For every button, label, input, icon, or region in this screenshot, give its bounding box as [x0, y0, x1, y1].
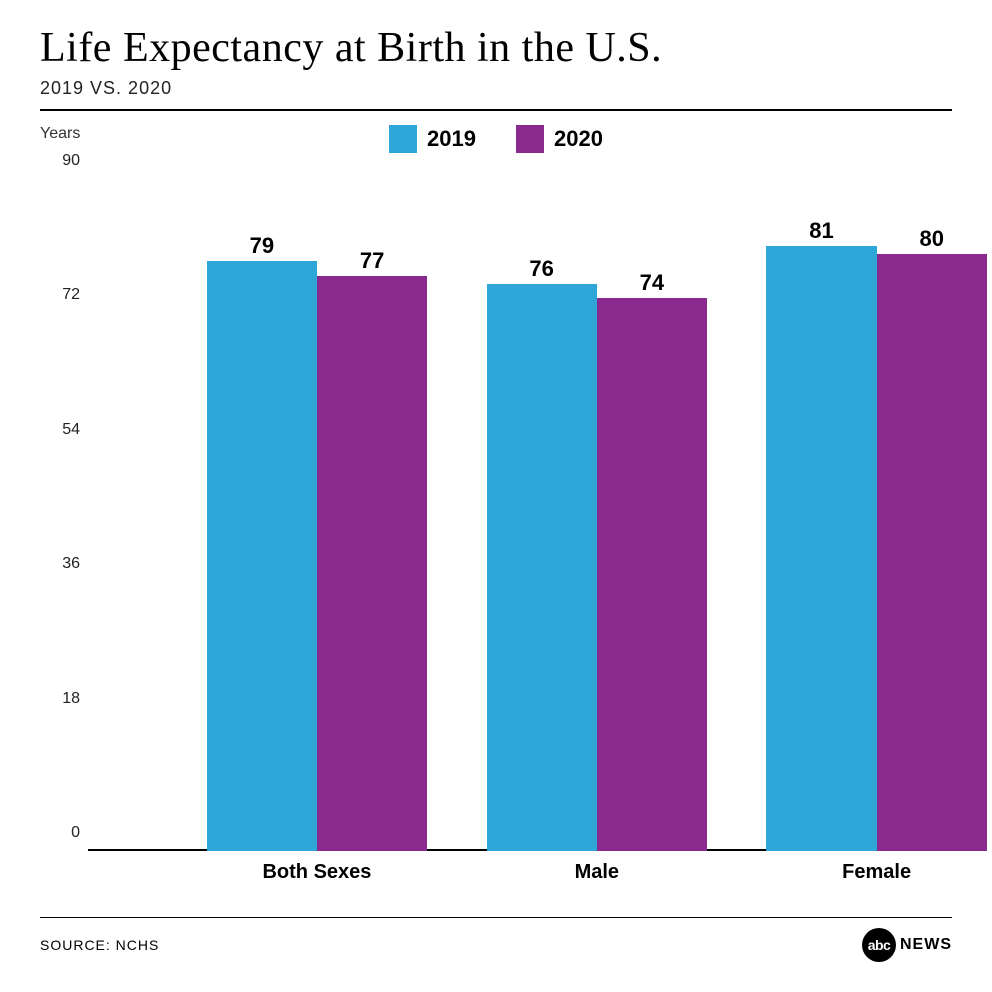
y-tick-label: 0	[40, 824, 80, 842]
chart-area: 018365472907977Both Sexes7674Male8180Fem…	[40, 171, 952, 899]
bar: 74	[597, 298, 707, 851]
legend-swatch-2019	[389, 125, 417, 153]
legend-item: 2020	[516, 125, 603, 153]
bar: 81	[766, 246, 876, 851]
y-tick-label: 36	[40, 555, 80, 573]
chart-subtitle: 2019 VS. 2020	[40, 78, 952, 99]
x-category-label: Female	[842, 861, 911, 884]
brand-logo: abc NEWS	[862, 928, 952, 962]
title-rule	[40, 109, 952, 111]
legend-label: 2019	[427, 126, 476, 152]
bar-value-label: 79	[207, 233, 317, 259]
abc-logo-icon: abc	[862, 928, 896, 962]
legend-label: 2020	[554, 126, 603, 152]
bar: 77	[317, 276, 427, 851]
bar-value-label: 81	[766, 218, 876, 244]
bar-value-label: 77	[317, 248, 427, 274]
legend-item: 2019	[389, 125, 476, 153]
chart-title: Life Expectancy at Birth in the U.S.	[40, 24, 952, 72]
bar: 79	[207, 261, 317, 851]
y-tick-label: 18	[40, 690, 80, 708]
footer-rule	[40, 917, 952, 918]
bar-value-label: 80	[877, 226, 987, 252]
footer: SOURCE: NCHS abc NEWS	[40, 917, 952, 962]
legend-swatch-2020	[516, 125, 544, 153]
legend: 2019 2020	[40, 125, 952, 153]
plot-area: 018365472907977Both Sexes7674Male8180Fem…	[88, 179, 936, 851]
y-tick-label: 72	[40, 286, 80, 304]
bar-value-label: 74	[597, 270, 707, 296]
brand-logo-text: NEWS	[900, 936, 952, 954]
x-category-label: Both Sexes	[262, 861, 371, 884]
x-category-label: Male	[575, 861, 619, 884]
y-tick-label: 90	[40, 152, 80, 170]
bar: 76	[487, 284, 597, 851]
source-text: SOURCE: NCHS	[40, 937, 159, 953]
bar: 80	[877, 254, 987, 851]
bar-value-label: 76	[487, 256, 597, 282]
y-tick-label: 54	[40, 421, 80, 439]
